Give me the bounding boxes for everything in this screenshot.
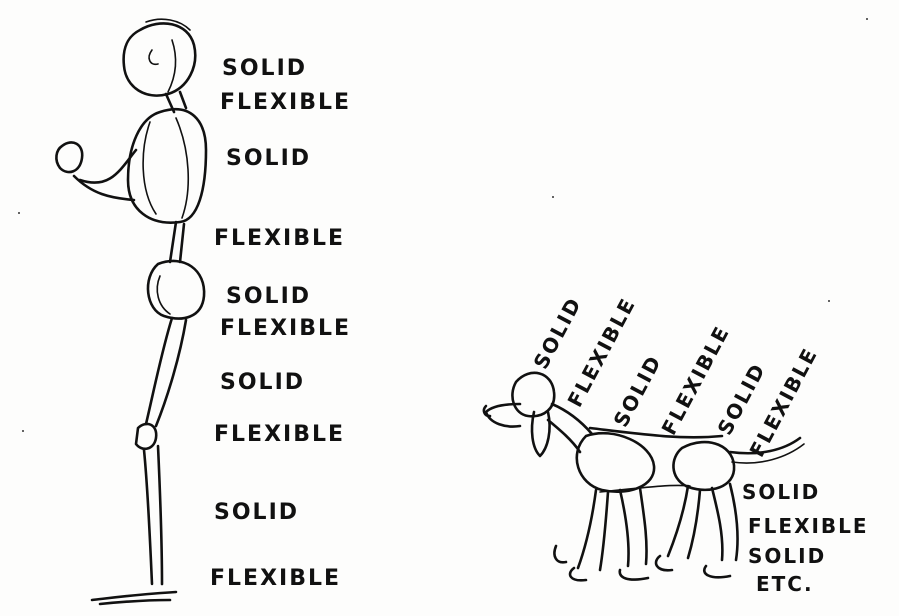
paper-speck (828, 300, 830, 302)
dog-side-label-solid-2: SOLID (748, 544, 827, 568)
human-label-knee: FLEXIBLE (214, 422, 346, 447)
human-label-head: SOLID (222, 56, 308, 81)
human-label-shin: SOLID (214, 500, 300, 525)
dog-side-label-solid: SOLID (742, 480, 821, 504)
human-label-hip: FLEXIBLE (220, 316, 352, 341)
human-label-chest: SOLID (226, 146, 312, 171)
human-label-pelvis: SOLID (226, 284, 312, 309)
human-label-thigh: SOLID (220, 370, 306, 395)
dog-side-label-flexible: FLEXIBLE (748, 514, 869, 538)
human-label-waist: FLEXIBLE (214, 226, 346, 251)
human-label-neck: FLEXIBLE (220, 90, 352, 115)
paper-speck (866, 18, 868, 20)
paper-speck (22, 430, 24, 432)
paper-speck (18, 212, 20, 214)
human-label-ankle: FLEXIBLE (210, 566, 342, 591)
dog-side-label-etc: ETC. (756, 572, 814, 596)
paper-speck (552, 196, 554, 198)
